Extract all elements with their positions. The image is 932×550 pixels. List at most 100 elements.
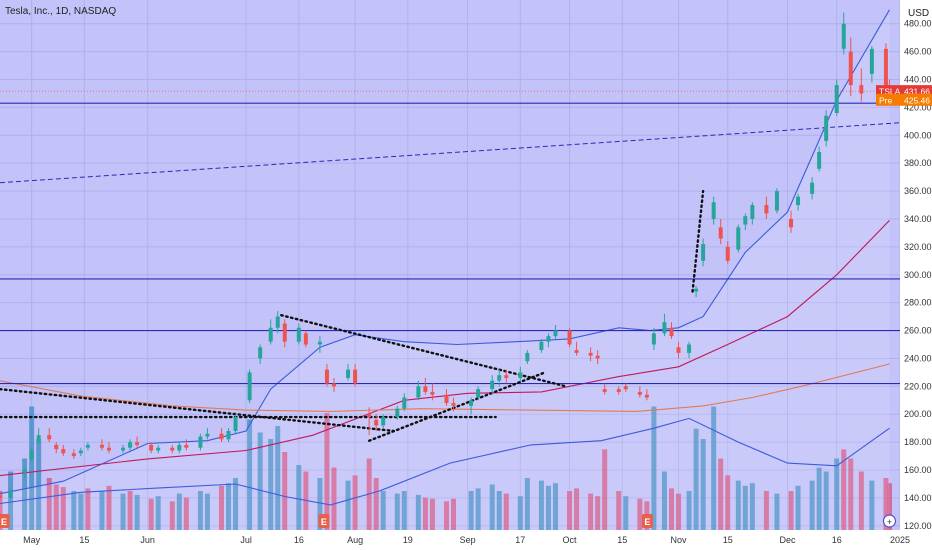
volume-bar: [282, 452, 288, 530]
candle-body: [476, 389, 481, 398]
volume-bar: [257, 432, 263, 530]
candle-body: [539, 341, 544, 351]
candle-body: [29, 450, 34, 459]
volume-bar: [567, 491, 573, 530]
time-tick-label: Nov: [671, 535, 688, 545]
volume-bar: [524, 478, 530, 530]
volume-bar: [816, 467, 822, 530]
candle-body: [233, 417, 238, 431]
candle-body: [789, 218, 794, 228]
volume-bar: [503, 493, 509, 530]
volume-bar: [29, 406, 35, 530]
time-tick-label: 15: [79, 535, 89, 545]
volume-bar: [183, 497, 189, 530]
moving-average-line: [0, 220, 890, 477]
volume-bars: [0, 406, 892, 530]
candle-body: [205, 433, 210, 437]
candle-body: [353, 369, 358, 384]
volume-bar: [394, 493, 400, 530]
candle-body: [711, 202, 716, 219]
currency-label[interactable]: USD: [908, 8, 929, 19]
volume-bar: [883, 478, 889, 530]
volume-bar: [317, 478, 323, 530]
candle-body: [490, 380, 495, 390]
trendline: [0, 122, 901, 184]
volume-bar: [380, 491, 386, 530]
price-tick-label: 240.00: [904, 353, 932, 363]
candle-body: [324, 369, 329, 384]
volume-bar: [85, 488, 91, 530]
volume-bar: [651, 406, 657, 530]
volume-bar: [36, 439, 42, 530]
time-tick-label: Dec: [779, 535, 796, 545]
candle-body: [644, 394, 649, 398]
candle-body: [623, 386, 628, 390]
price-tick-label: 440.00: [904, 75, 932, 85]
candle-body: [676, 347, 681, 353]
volume-bar: [676, 493, 682, 530]
volume-bar: [331, 467, 337, 530]
volume-bar: [468, 491, 474, 530]
candle-body: [883, 48, 888, 86]
volume-bar: [275, 426, 281, 530]
candle-body: [61, 449, 66, 454]
candle-body: [275, 316, 280, 328]
time-tick-label: Jul: [240, 535, 252, 545]
candle-body: [423, 386, 428, 392]
candle-body: [725, 246, 730, 261]
candle-body: [651, 333, 656, 345]
candle-body: [346, 369, 351, 378]
earnings-marker-text: E: [1, 517, 7, 527]
candle-body: [36, 435, 41, 443]
volume-bar: [155, 496, 161, 530]
volume-bar: [268, 439, 274, 530]
candle-body: [451, 403, 456, 406]
volume-bar: [661, 471, 667, 530]
price-badges: TSLA 431.66 Pre 425.46: [0, 85, 932, 106]
volume-bar: [496, 491, 502, 530]
candle-body: [796, 196, 801, 206]
volume-bar: [742, 485, 748, 530]
volume-bar: [545, 485, 551, 530]
earnings-marker-icon: [0, 514, 10, 528]
price-tick-label: 120.00: [904, 521, 932, 531]
candle-body: [553, 330, 558, 337]
add-marker-icon: [882, 514, 897, 528]
time-tick-label: Jun: [140, 535, 155, 545]
volume-bar: [176, 493, 182, 530]
volume-bar: [422, 497, 428, 530]
candle-body: [317, 341, 322, 345]
candle-body: [504, 375, 509, 378]
volume-bar: [668, 488, 674, 530]
volume-bar: [886, 483, 892, 530]
time-tick-label: 16: [294, 535, 304, 545]
time-tick-label: 19: [403, 535, 413, 545]
volume-bar: [718, 458, 724, 530]
candle-body: [764, 205, 769, 214]
volume-bar: [451, 498, 457, 530]
volume-bar: [415, 494, 421, 530]
volume-bar: [296, 465, 302, 530]
candle-body: [47, 435, 52, 440]
price-tick-label: 420.00: [904, 102, 932, 112]
volume-bar: [538, 480, 544, 530]
candle-body: [268, 327, 273, 342]
volume-bar: [106, 485, 112, 530]
price-tick-label: 140.00: [904, 493, 932, 503]
moving-average-line: [0, 363, 890, 412]
candle-body: [567, 330, 572, 345]
volume-bar: [788, 491, 794, 530]
candle-body: [177, 444, 182, 451]
price-tick-label: 320.00: [904, 242, 932, 252]
price-axis[interactable]: 120.00 140.00 160.00 180.00 200.00 220.00 240.…: [900, 0, 932, 550]
candles: [0, 12, 892, 501]
candle-body: [219, 433, 224, 440]
time-axis[interactable]: May 15 Jun Jul 16 Aug 19 Sep 17 Oct 15 Nov 15 Dec 16 20…: [0, 530, 932, 550]
price-tick-label: 360.00: [904, 186, 932, 196]
candle-body: [718, 227, 723, 239]
volume-bar: [693, 428, 699, 530]
last-symbol-label: TSLA: [879, 87, 901, 97]
volume-bar: [429, 498, 435, 530]
